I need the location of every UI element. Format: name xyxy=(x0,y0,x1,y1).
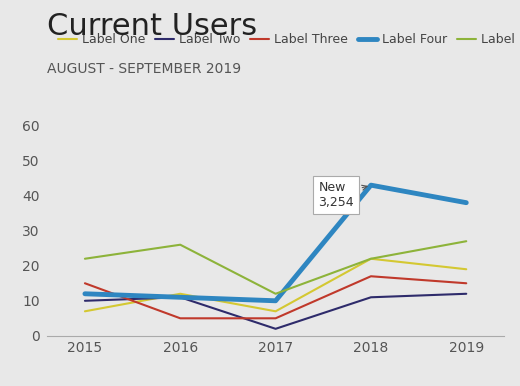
Label Three xyxy=(368,274,374,279)
Label Four xyxy=(82,291,88,296)
Text: AUGUST - SEPTEMBER 2019: AUGUST - SEPTEMBER 2019 xyxy=(47,62,241,76)
Legend: Label One, Label Two, Label Three, Label Four, Label Five: Label One, Label Two, Label Three, Label… xyxy=(53,28,520,51)
Label One xyxy=(177,291,184,296)
Label Two xyxy=(368,295,374,300)
Label Five xyxy=(82,256,88,261)
Label Four xyxy=(368,183,374,188)
Label One xyxy=(272,309,279,313)
Label Four xyxy=(177,295,184,300)
Line: Label One: Label One xyxy=(85,259,466,311)
Label Two xyxy=(177,295,184,300)
Label Two xyxy=(82,298,88,303)
Line: Label Three: Label Three xyxy=(85,276,466,318)
Line: Label Four: Label Four xyxy=(85,185,466,301)
Text: New
3,254: New 3,254 xyxy=(318,181,367,209)
Label Three xyxy=(463,281,470,286)
Line: Label Two: Label Two xyxy=(85,294,466,329)
Label Two xyxy=(272,327,279,331)
Label One xyxy=(82,309,88,313)
Label Three xyxy=(272,316,279,321)
Label Five xyxy=(463,239,470,244)
Label Five xyxy=(272,291,279,296)
Label One xyxy=(463,267,470,272)
Label Five xyxy=(368,256,374,261)
Label Two xyxy=(463,291,470,296)
Label Five xyxy=(177,242,184,247)
Label Three xyxy=(82,281,88,286)
Label Four xyxy=(463,200,470,205)
Text: Current Users: Current Users xyxy=(47,12,257,41)
Label One xyxy=(368,256,374,261)
Label Four xyxy=(272,298,279,303)
Label Three xyxy=(177,316,184,321)
Line: Label Five: Label Five xyxy=(85,241,466,294)
